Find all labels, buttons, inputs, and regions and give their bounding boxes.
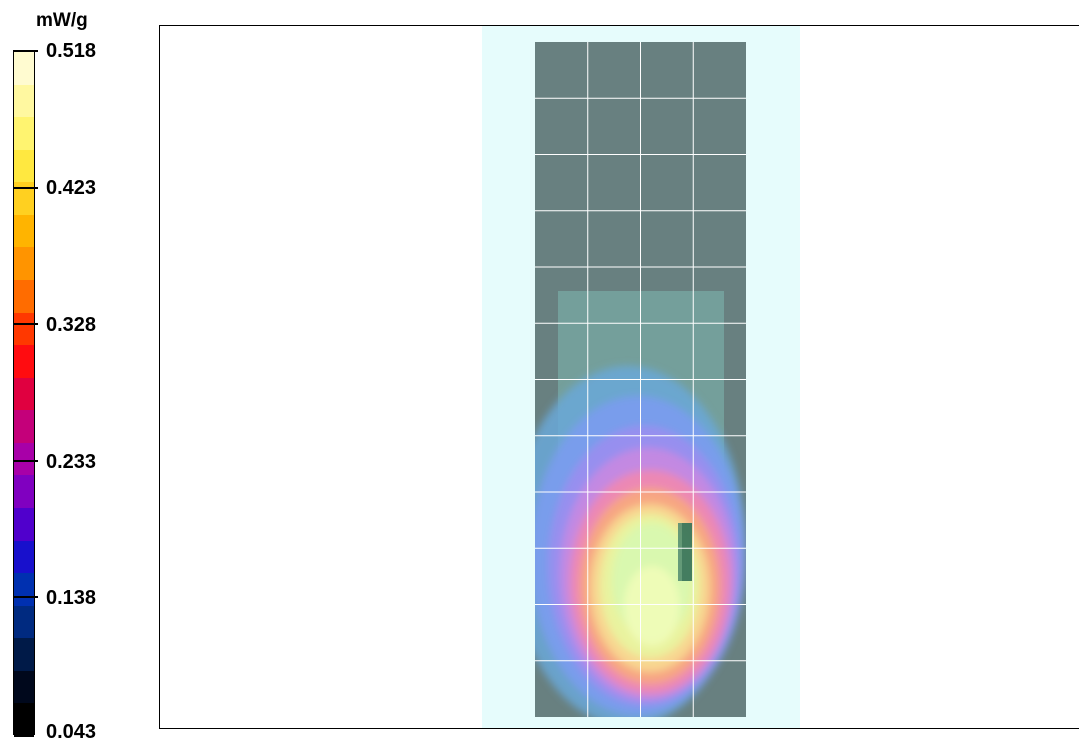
colorbar-unit-label: mW/g [36, 10, 88, 31]
colorbar-segment [14, 312, 34, 347]
probe-marker-shade [682, 523, 692, 581]
colorbar-tick-mark [13, 50, 38, 52]
colorbar-segment [14, 247, 34, 281]
colorbar-tick-mark [13, 187, 38, 189]
colorbar-segment [14, 703, 34, 737]
colorbar-segment [14, 442, 34, 477]
colorbar-segment [14, 84, 34, 119]
colorbar-segment [14, 540, 34, 575]
colorbar-segment [14, 52, 34, 86]
colorbar-segment [14, 345, 34, 379]
colorbar-tick-label: 0.423 [46, 177, 97, 199]
colorbar-tick-label: 0.138 [46, 587, 97, 609]
colorbar-segment [14, 410, 34, 444]
colorbar-segment [14, 214, 34, 249]
colorbar-segment [14, 182, 34, 216]
colorbar-segment [14, 117, 34, 151]
colorbar-segment [14, 377, 34, 412]
colorbar-tick-label: 0.328 [46, 314, 97, 336]
colorbar-segment [14, 475, 34, 509]
colorbar-segment [14, 638, 34, 672]
colorbar-segment [14, 149, 34, 184]
colorbar-tick-mark [13, 460, 38, 462]
colorbar-segment [14, 605, 34, 640]
colorbar-tick-label: 0.233 [46, 451, 97, 473]
colorbar [13, 51, 35, 737]
colorbar-segment [14, 573, 34, 607]
colorbar-segment [14, 508, 34, 542]
sar-heatmap [482, 26, 800, 728]
colorbar-tick-mark [13, 323, 38, 325]
colorbar-segment [14, 280, 34, 314]
sar-plot-area [159, 25, 1079, 729]
sar-contour-level [624, 566, 680, 646]
sar-contour-field [535, 366, 746, 717]
measurement-grid [535, 42, 746, 717]
colorbar-tick-mark [13, 596, 38, 598]
colorbar-tick-label: 0.518 [46, 40, 97, 62]
colorbar-segment [14, 670, 34, 705]
colorbar-tick-label: 0.043 [46, 721, 97, 743]
